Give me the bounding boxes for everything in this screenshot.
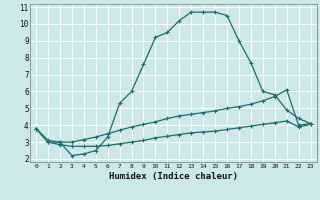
- X-axis label: Humidex (Indice chaleur): Humidex (Indice chaleur): [109, 172, 238, 181]
